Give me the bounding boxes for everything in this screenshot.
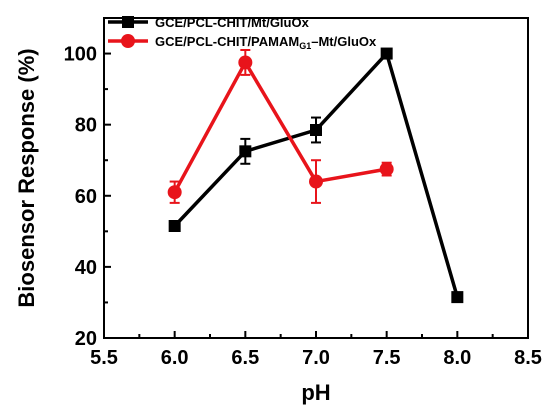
legend-label-part: –Mt/GluOx [311, 34, 377, 49]
y-tick-label: 40 [75, 257, 97, 279]
legend-label-part: GCE/PCL-CHIT/PAMAM [155, 34, 299, 49]
legend-label-subscript: G1 [299, 41, 311, 51]
x-tick-label: 7.0 [302, 347, 330, 369]
y-tick-label: 100 [64, 44, 97, 66]
y-axis-label: Biosensor Response (%) [14, 48, 39, 307]
series-2 [167, 49, 394, 204]
x-tick-label: 5.5 [90, 347, 118, 369]
legend-label: GCE/PCL-CHIT/PAMAMG1–Mt/GluOx [155, 34, 377, 51]
x-tick-label: 6.0 [161, 347, 189, 369]
data-point-square [122, 16, 134, 28]
y-tick-label: 20 [75, 328, 97, 350]
data-point-circle [167, 185, 182, 200]
data-point-circle [238, 55, 253, 70]
x-tick-label: 8.5 [514, 347, 542, 369]
data-point-square [239, 145, 252, 158]
data-point-circle [121, 34, 135, 48]
legend-entry-2: GCE/PCL-CHIT/PAMAMG1–Mt/GluOx [108, 34, 377, 51]
x-axis-label: pH [301, 380, 330, 405]
y-tick-label: 60 [75, 186, 97, 208]
data-point-square [451, 291, 464, 304]
x-tick-label: 8.0 [443, 347, 471, 369]
data-point-square [168, 220, 181, 232]
data-point-circle [309, 174, 323, 189]
legend: GCE/PCL-CHIT/Mt/GluOx GCE/PCL-CHIT/PAMAMG… [108, 15, 377, 51]
legend-label: GCE/PCL-CHIT/Mt/GluOx [155, 15, 310, 30]
axis-ticks: 5.5 6.0 6.5 7.0 7.5 8.0 8.5 20 40 60 80 100 [64, 44, 542, 369]
series-1 [168, 47, 464, 304]
legend-entry-1: GCE/PCL-CHIT/Mt/GluOx [108, 15, 310, 30]
legend-label-part: GCE/PCL-CHIT/Mt/GluOx [155, 15, 310, 30]
y-tick-label: 80 [75, 115, 97, 137]
x-tick-label: 6.5 [231, 347, 259, 369]
data-point-square [380, 47, 393, 60]
data-point-square [310, 124, 322, 136]
series-line [173, 60, 387, 194]
series-layer [167, 47, 464, 304]
x-tick-label: 7.5 [373, 347, 401, 369]
data-point-circle [379, 162, 394, 177]
